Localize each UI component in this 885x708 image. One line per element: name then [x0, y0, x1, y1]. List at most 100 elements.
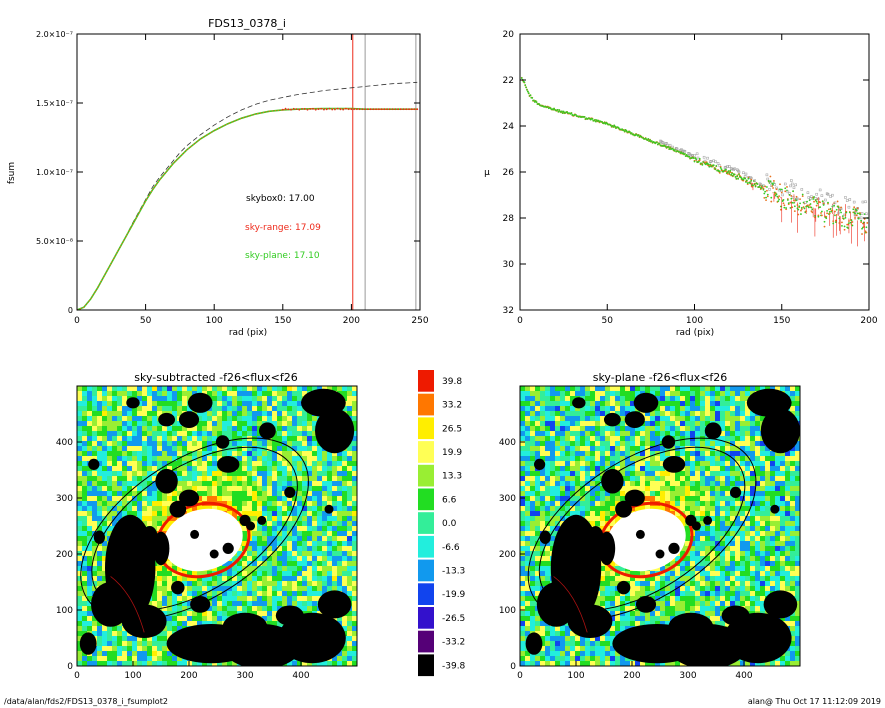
map-cell: [282, 441, 288, 447]
map-cell: [555, 386, 561, 392]
map-cell: [575, 416, 581, 422]
map-cell: [137, 431, 143, 437]
mask-blob: [259, 422, 276, 440]
map-cell: [302, 481, 308, 487]
mu-point-green: [526, 90, 529, 93]
map-cell: [142, 516, 148, 522]
map-cell: [302, 606, 308, 612]
map-cell: [560, 396, 566, 402]
map-cell: [167, 426, 173, 432]
map-cell: [322, 386, 328, 392]
map-cell: [117, 451, 123, 457]
map-cell: [322, 491, 328, 497]
map-cell: [332, 456, 338, 462]
mu-point-green: [750, 179, 753, 182]
map-cell: [82, 411, 88, 417]
map-cell: [347, 581, 353, 587]
map-cell: [227, 401, 233, 407]
map-cell: [277, 396, 283, 402]
map-cell: [565, 481, 571, 487]
map-cell: [137, 421, 143, 427]
fsum-point: [405, 108, 408, 111]
fsum-ytick-label: 1.0×10⁻⁷: [36, 168, 73, 177]
mu-point-green: [797, 208, 800, 211]
map-cell: [227, 476, 233, 482]
map-cell: [337, 571, 343, 577]
map-cell: [102, 466, 108, 472]
mu-point-orange: [789, 201, 792, 204]
map-cell: [352, 481, 357, 487]
map-cell: [152, 491, 158, 497]
map-cell: [352, 431, 357, 437]
map-cell: [262, 556, 268, 562]
map-cell: [570, 416, 576, 422]
colorbar-swatch: [418, 583, 434, 605]
map-cell: [227, 386, 233, 392]
map-cell: [272, 551, 278, 557]
mu-point-green: [778, 198, 781, 201]
map-cell: [540, 646, 546, 652]
mu-point-orange: [795, 195, 798, 198]
map-cell: [87, 601, 93, 607]
map-cell: [282, 456, 288, 462]
map-cell: [262, 576, 268, 582]
map-cell: [302, 486, 308, 492]
map-cell: [322, 586, 328, 592]
map-cell: [97, 526, 103, 532]
map-cell: [297, 416, 303, 422]
map-cell: [292, 591, 298, 597]
map-cell: [317, 571, 323, 577]
map-cell: [157, 421, 163, 427]
map-cell: [152, 511, 158, 517]
map-cell: [102, 416, 108, 422]
map-cell: [540, 556, 546, 562]
map-cell: [352, 511, 357, 517]
map-cell: [92, 581, 98, 587]
map-cell: [332, 576, 338, 582]
map-cell: [272, 436, 278, 442]
map-cell: [187, 386, 193, 392]
map-cell: [312, 416, 318, 422]
map-cell: [182, 406, 188, 412]
map-cell: [297, 431, 303, 437]
map-cell: [312, 511, 318, 517]
map-cell: [102, 456, 108, 462]
map-cell: [530, 386, 536, 392]
map-cell: [297, 486, 303, 492]
map-cell: [342, 471, 348, 477]
map-cell: [237, 496, 243, 502]
map-cell: [317, 546, 323, 552]
map-cell: [277, 526, 283, 532]
mu-skybox-point: [856, 207, 859, 210]
map-cell: [262, 476, 268, 482]
map-cell: [127, 441, 133, 447]
map-cell: [277, 591, 283, 597]
map-cell: [162, 606, 168, 612]
map-cell: [112, 446, 118, 452]
map-cell: [237, 566, 243, 572]
map-cell: [252, 496, 258, 502]
map-cell: [332, 661, 338, 666]
map-cell: [337, 486, 343, 492]
map-cell: [530, 626, 536, 632]
map-cell: [252, 611, 258, 617]
map-cell: [277, 386, 283, 392]
map-cell: [167, 521, 173, 527]
fsum-point: [317, 108, 320, 111]
map-cell: [560, 406, 566, 412]
map-cell: [222, 401, 228, 407]
mu-point-orange: [826, 212, 829, 215]
map-cell: [317, 511, 323, 517]
map-cell: [102, 636, 108, 642]
map-cell: [152, 446, 158, 452]
map-cell: [257, 561, 263, 567]
map-cell: [570, 436, 576, 442]
map-cell: [247, 591, 253, 597]
map-cell: [292, 401, 298, 407]
map-cell: [107, 471, 113, 477]
map-cell: [307, 441, 313, 447]
mu-skybox-point: [730, 167, 734, 171]
map-cell: [277, 516, 283, 522]
map-cell: [342, 511, 348, 517]
map-cell: [545, 641, 551, 647]
